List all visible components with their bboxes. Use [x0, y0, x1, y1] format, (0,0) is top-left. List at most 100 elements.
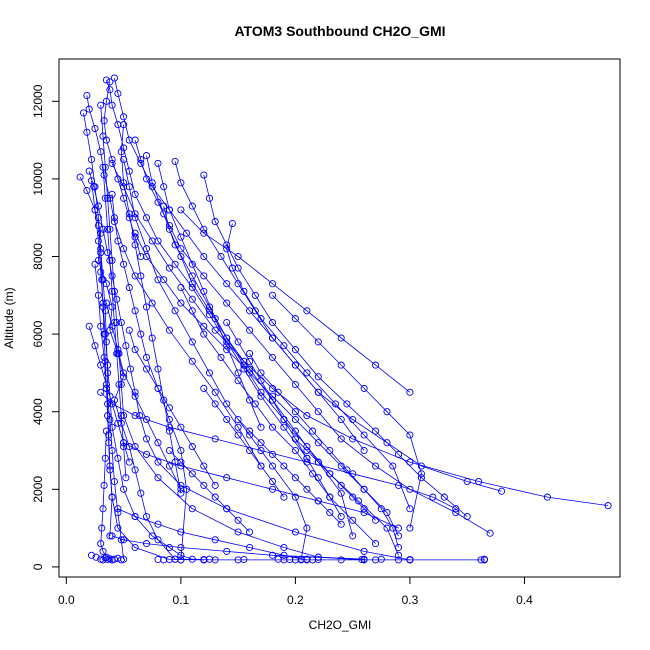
data-point: [234, 280, 242, 288]
data-point: [108, 272, 116, 280]
data-point: [94, 214, 102, 222]
data-point: [200, 229, 208, 237]
data-point: [114, 346, 122, 354]
y-tick-label: 6000: [31, 320, 45, 347]
data-point: [148, 183, 156, 191]
data-point: [113, 349, 121, 358]
data-point: [372, 462, 380, 470]
data-point: [137, 489, 145, 497]
y-axis-label: Altitude (m): [2, 287, 16, 348]
data-point: [154, 474, 162, 482]
data-point: [142, 435, 151, 443]
data-point: [211, 400, 219, 408]
data-point: [211, 536, 219, 544]
data-point: [125, 183, 133, 191]
surface-point: [314, 555, 322, 564]
data-point: [106, 194, 114, 202]
data-point: [303, 446, 311, 455]
data-point: [349, 516, 357, 524]
data-point: [104, 369, 112, 377]
data-point: [160, 183, 168, 191]
data-point: [171, 260, 179, 268]
data-point: [131, 136, 139, 144]
data-point: [188, 357, 196, 365]
data-point: [154, 458, 162, 466]
data-point: [240, 365, 248, 373]
data-point: [131, 190, 139, 198]
data-point: [85, 167, 93, 175]
data-point: [394, 543, 403, 552]
y-tick-label: 12000: [31, 84, 45, 118]
data-point: [110, 477, 118, 486]
data-point: [205, 307, 214, 315]
data-point: [291, 446, 299, 455]
data-point: [97, 229, 105, 237]
data-point: [165, 264, 173, 272]
data-point: [223, 245, 231, 253]
data-point: [383, 439, 391, 447]
data-point: [102, 380, 110, 389]
data-point: [291, 528, 299, 536]
data-point: [98, 276, 106, 284]
y-tick-label: 0: [31, 563, 45, 570]
data-point: [234, 369, 242, 377]
series-points: [76, 74, 612, 564]
data-point: [148, 532, 156, 540]
data-point: [268, 396, 277, 404]
data-point: [177, 283, 185, 292]
data-point: [463, 512, 471, 521]
data-point: [291, 427, 299, 435]
data-point: [108, 256, 116, 264]
data-point: [291, 493, 299, 501]
data-point: [406, 485, 414, 493]
data-point: [246, 307, 254, 315]
data-point: [108, 190, 116, 198]
data-point: [91, 183, 99, 191]
data-point: [211, 218, 219, 226]
data-point: [406, 458, 414, 466]
data-point: [87, 177, 96, 185]
data-point: [171, 241, 179, 249]
series-line-38: [237, 419, 342, 525]
data-point: [246, 427, 254, 435]
data-point: [99, 163, 107, 171]
surface-point: [99, 556, 107, 564]
data-point: [114, 237, 122, 245]
surface-point: [286, 555, 294, 564]
data-point: [101, 163, 109, 171]
data-point: [223, 474, 231, 482]
data-point: [188, 555, 196, 563]
data-point: [120, 485, 128, 493]
data-point: [417, 462, 425, 470]
data-point: [131, 388, 139, 396]
data-point: [154, 198, 162, 206]
data-point: [200, 462, 208, 470]
data-point: [154, 536, 162, 544]
series-line-35: [106, 303, 182, 490]
data-point: [205, 369, 214, 377]
surface-point: [87, 551, 96, 559]
data-point: [349, 435, 357, 443]
data-point: [104, 361, 112, 369]
data-point: [257, 446, 265, 455]
surface-point: [200, 555, 208, 564]
data-point: [106, 225, 114, 233]
data-point: [303, 485, 311, 493]
data-point: [200, 481, 208, 489]
data-point: [360, 547, 368, 555]
data-point: [108, 532, 116, 540]
data-point: [349, 532, 357, 540]
data-point: [154, 159, 162, 167]
data-point: [223, 338, 231, 346]
data-point: [165, 446, 173, 455]
series-line-16: [111, 194, 188, 560]
data-point: [106, 326, 114, 334]
data-point: [120, 443, 128, 451]
data-point: [183, 485, 191, 493]
data-point: [102, 427, 110, 435]
data-point: [337, 334, 345, 342]
data-point: [349, 493, 357, 501]
data-point: [246, 528, 254, 536]
data-point: [291, 315, 299, 323]
data-point: [303, 443, 311, 451]
